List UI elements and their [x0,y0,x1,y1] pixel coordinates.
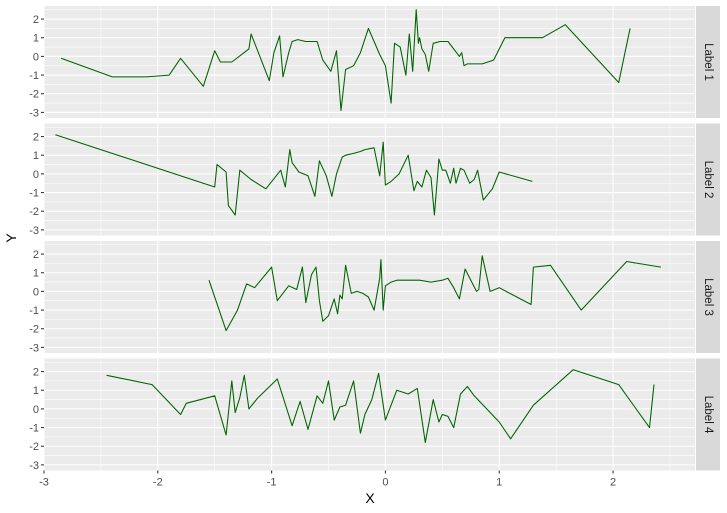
x-axis-title: X [365,490,375,506]
y-axis-title: Y [3,233,19,243]
y-tick-label: 2 [33,249,39,261]
y-tick-label: -2 [29,206,39,218]
facet-strip [696,6,720,118]
y-tick-label: 1 [33,268,39,280]
x-tick-label: 2 [610,477,616,489]
y-tick-label: -1 [29,70,39,82]
y-tick-label: 1 [33,150,39,162]
facet-strip-label: Label 3 [702,278,714,316]
y-tick-label: -3 [29,225,39,237]
facet-strip [696,241,720,353]
y-tick-label: 0 [33,286,39,298]
y-tick-label: -1 [29,305,39,317]
series-line [208,255,661,332]
facet-panel: -3 -2 -1 0 1 2 Label 4 [29,358,720,472]
panel-background [44,6,695,118]
y-tick-label: 0 [33,169,39,181]
facet-strip-label: Label 4 [702,396,714,434]
x-tick-label: -1 [267,477,277,489]
y-tick-label: 2 [33,132,39,144]
panel-background [44,123,695,236]
y-tick-label: 1 [33,385,39,397]
series-line [106,369,655,444]
panel-background [44,241,695,353]
facet-panel: -3 -2 -1 0 1 2 Label 3 [29,241,720,354]
facet-panel: -3 -2 -1 0 1 2 Label 1 [29,6,720,119]
y-tick-label: 1 [33,33,39,45]
y-tick-label: -2 [29,324,39,336]
x-axis: -3 -2 -1 0 1 2 [39,470,616,489]
series-line [60,9,631,112]
facet-strip-label: Label 1 [702,43,714,81]
y-tick-label: 2 [33,14,39,26]
y-tick-label: -3 [29,460,39,472]
y-tick-label: 2 [33,367,39,379]
y-tick-label: -3 [29,342,39,354]
facet-strip [696,358,720,471]
y-tick-label: -3 [29,107,39,119]
x-tick-label: -2 [153,477,163,489]
x-tick-label: -3 [39,477,49,489]
y-tick-label: -2 [29,89,39,101]
x-tick-label: 1 [496,477,502,489]
x-tick-label: 0 [382,477,388,489]
y-tick-label: 0 [33,51,39,63]
y-tick-label: -1 [29,188,39,200]
facet-panels: -3 -2 -1 0 1 2 Label 1 -3 -2 -1 0 1 2 Label 2 -3 -2 -1 0 1… [29,6,720,472]
facet-strip-label: Label 2 [702,161,714,199]
series-line [55,134,533,216]
y-tick-label: -2 [29,441,39,453]
facet-strip [696,123,720,236]
y-tick-label: 0 [33,404,39,416]
panel-background [44,358,695,471]
y-tick-label: -1 [29,423,39,435]
facet-panel: -3 -2 -1 0 1 2 Label 2 [29,123,720,237]
